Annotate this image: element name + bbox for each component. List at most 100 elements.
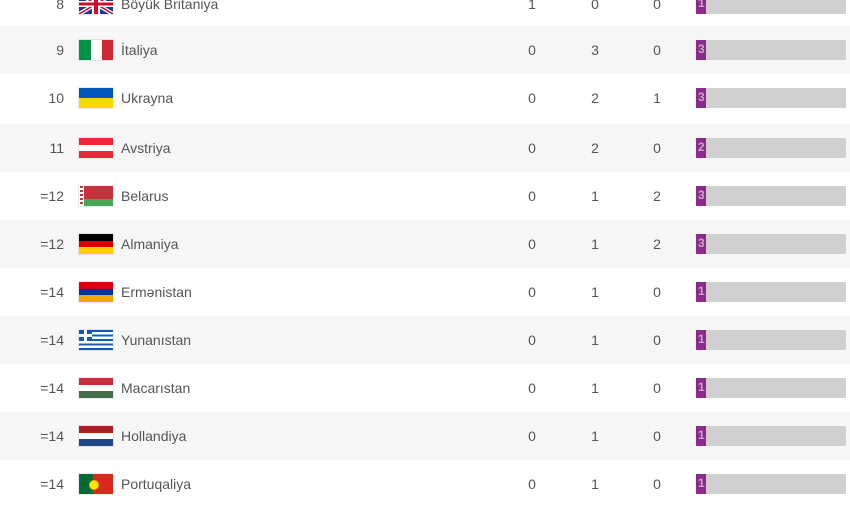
- rank-cell: =14: [40, 332, 64, 348]
- silver-count: 1: [591, 332, 599, 348]
- table-row[interactable]: =14 Hollandiya 0 1 0 1: [0, 412, 850, 460]
- gold-count: 0: [528, 188, 536, 204]
- country-name: Ukrayna: [121, 90, 174, 106]
- silver-count: 1: [591, 476, 599, 492]
- rank-cell: 9: [56, 42, 64, 58]
- country-name: Yunanıstan: [121, 332, 192, 348]
- country-name: Ermənistan: [121, 284, 192, 300]
- country-name: Portuqaliya: [121, 476, 192, 492]
- hungary-flag-icon: [79, 378, 113, 398]
- silver-count: 1: [591, 236, 599, 252]
- table-row[interactable]: =14 Macarıstan 0 1 0 1: [0, 364, 850, 412]
- germany-flag-icon: [79, 234, 113, 254]
- uk-flag-icon: [79, 0, 113, 14]
- bronze-count: 0: [653, 332, 661, 348]
- country-name: Böyük Britaniya: [121, 0, 219, 12]
- total-count: 1: [698, 332, 705, 346]
- austria-flag-icon: [79, 138, 113, 158]
- total-count: 2: [698, 140, 705, 154]
- rank-cell: =14: [40, 284, 64, 300]
- rank-cell: =14: [40, 428, 64, 444]
- country-name: Belarus: [121, 188, 169, 204]
- rank-cell: =12: [40, 236, 64, 252]
- total-bar: 3: [696, 234, 846, 254]
- country-name: Avstriya: [121, 140, 171, 156]
- total-count: 3: [698, 42, 705, 56]
- gold-count: 0: [528, 428, 536, 444]
- bronze-count: 0: [653, 476, 661, 492]
- total-bar: 1: [696, 426, 846, 446]
- table-row[interactable]: =12 Belarus 0 1 2 3: [0, 172, 850, 220]
- rank-cell: =14: [40, 476, 64, 492]
- total-count: 1: [698, 0, 705, 10]
- total-bar: 1: [696, 282, 846, 302]
- rank-cell: =12: [40, 188, 64, 204]
- ukraine-flag-icon: [79, 88, 113, 108]
- table-row[interactable]: =14 Yunanıstan 0 1 0 1: [0, 316, 850, 364]
- italy-flag-icon: [79, 40, 113, 60]
- table-row[interactable]: =12 Almaniya 0 1 2 3: [0, 220, 850, 268]
- country-name: Almaniya: [121, 236, 179, 252]
- gold-count: 0: [528, 42, 536, 58]
- bronze-count: 0: [653, 380, 661, 396]
- gold-count: 0: [528, 332, 536, 348]
- total-bar: 3: [696, 88, 846, 108]
- belarus-flag-icon: [79, 186, 113, 206]
- silver-count: 0: [591, 0, 599, 12]
- greece-flag-icon: [79, 330, 113, 350]
- total-bar-fill: 3: [696, 40, 706, 60]
- bronze-count: 0: [653, 140, 661, 156]
- silver-count: 2: [591, 140, 599, 156]
- total-count: 1: [698, 284, 705, 298]
- total-bar: 2: [696, 138, 846, 158]
- gold-count: 0: [528, 476, 536, 492]
- armenia-flag-icon: [79, 282, 113, 302]
- gold-count: 0: [528, 380, 536, 396]
- total-count: 1: [698, 380, 705, 394]
- table-row[interactable]: 8 Böyük Britaniya 1 0 0 1: [0, 0, 850, 28]
- rank-cell: =14: [40, 380, 64, 396]
- table-row[interactable]: 10 Ukrayna 0 2 1 3: [0, 74, 850, 122]
- total-count: 1: [698, 476, 705, 490]
- total-bar-fill: 1: [696, 330, 706, 350]
- total-bar-fill: 1: [696, 378, 706, 398]
- silver-count: 1: [591, 188, 599, 204]
- silver-count: 1: [591, 284, 599, 300]
- total-bar: 3: [696, 186, 846, 206]
- total-bar: 3: [696, 40, 846, 60]
- silver-count: 2: [591, 90, 599, 106]
- gold-count: 0: [528, 90, 536, 106]
- silver-count: 1: [591, 380, 599, 396]
- table-row[interactable]: =14 Portuqaliya 0 1 0 1: [0, 460, 850, 508]
- bronze-count: 1: [653, 90, 661, 106]
- country-name: İtaliya: [121, 42, 158, 58]
- portugal-flag-icon: [79, 474, 113, 494]
- table-row[interactable]: =14 Ermənistan 0 1 0 1: [0, 268, 850, 316]
- country-name: Macarıstan: [121, 380, 191, 396]
- total-bar-fill: 3: [696, 234, 706, 254]
- gold-count: 0: [528, 236, 536, 252]
- total-bar: 1: [696, 474, 846, 494]
- bronze-count: 0: [653, 0, 661, 12]
- table-row[interactable]: 11 Avstriya 0 2 0 2: [0, 124, 850, 172]
- total-bar-fill: 2: [696, 138, 706, 158]
- gold-count: 0: [528, 284, 536, 300]
- silver-count: 3: [591, 42, 599, 58]
- total-count: 3: [698, 236, 705, 250]
- bronze-count: 2: [653, 188, 661, 204]
- total-bar: 1: [696, 0, 846, 14]
- table-row[interactable]: 9 İtaliya 0 3 0 3: [0, 26, 850, 74]
- total-bar: 1: [696, 330, 846, 350]
- rank-cell: 10: [48, 90, 64, 106]
- total-bar-fill: 1: [696, 474, 706, 494]
- rank-cell: 11: [49, 140, 64, 156]
- total-bar-fill: 3: [696, 88, 706, 108]
- total-bar-fill: 1: [696, 282, 706, 302]
- total-bar-fill: 3: [696, 186, 706, 206]
- bronze-count: 0: [653, 42, 661, 58]
- bronze-count: 0: [653, 428, 661, 444]
- silver-count: 1: [591, 428, 599, 444]
- bronze-count: 2: [653, 236, 661, 252]
- country-name: Hollandiya: [121, 428, 187, 444]
